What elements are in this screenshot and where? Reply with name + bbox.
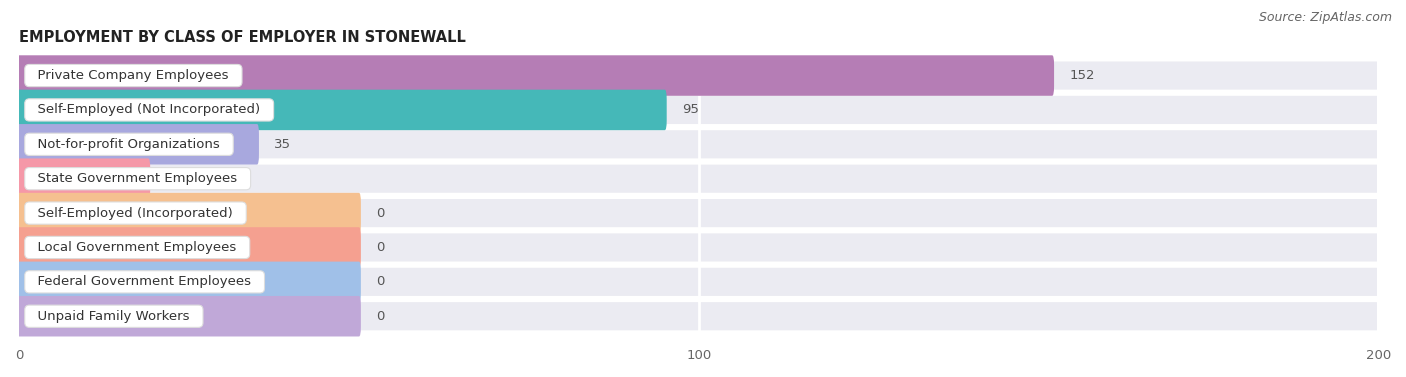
Text: 35: 35 <box>274 138 291 151</box>
FancyBboxPatch shape <box>17 193 361 233</box>
Text: 0: 0 <box>375 310 384 323</box>
Text: Local Government Employees: Local Government Employees <box>30 241 245 254</box>
Text: EMPLOYMENT BY CLASS OF EMPLOYER IN STONEWALL: EMPLOYMENT BY CLASS OF EMPLOYER IN STONE… <box>20 30 465 45</box>
Text: 0: 0 <box>375 207 384 219</box>
FancyBboxPatch shape <box>20 163 1378 194</box>
FancyBboxPatch shape <box>20 301 1378 332</box>
FancyBboxPatch shape <box>17 296 361 337</box>
Text: Self-Employed (Not Incorporated): Self-Employed (Not Incorporated) <box>30 103 269 116</box>
Text: Self-Employed (Incorporated): Self-Employed (Incorporated) <box>30 207 242 219</box>
FancyBboxPatch shape <box>17 124 259 165</box>
FancyBboxPatch shape <box>17 158 150 199</box>
Text: 152: 152 <box>1069 69 1095 82</box>
FancyBboxPatch shape <box>17 227 361 268</box>
FancyBboxPatch shape <box>20 198 1378 228</box>
FancyBboxPatch shape <box>20 60 1378 91</box>
Text: Source: ZipAtlas.com: Source: ZipAtlas.com <box>1258 11 1392 24</box>
FancyBboxPatch shape <box>17 55 1054 96</box>
FancyBboxPatch shape <box>20 232 1378 263</box>
FancyBboxPatch shape <box>17 262 361 302</box>
FancyBboxPatch shape <box>17 90 666 130</box>
Text: 95: 95 <box>682 103 699 116</box>
FancyBboxPatch shape <box>20 129 1378 160</box>
Text: State Government Employees: State Government Employees <box>30 172 246 185</box>
Text: Federal Government Employees: Federal Government Employees <box>30 275 260 288</box>
Text: Private Company Employees: Private Company Employees <box>30 69 238 82</box>
Text: Not-for-profit Organizations: Not-for-profit Organizations <box>30 138 229 151</box>
FancyBboxPatch shape <box>20 95 1378 126</box>
Text: 0: 0 <box>375 275 384 288</box>
Text: 19: 19 <box>166 172 183 185</box>
Text: Unpaid Family Workers: Unpaid Family Workers <box>30 310 198 323</box>
FancyBboxPatch shape <box>20 267 1378 297</box>
Text: 0: 0 <box>375 241 384 254</box>
